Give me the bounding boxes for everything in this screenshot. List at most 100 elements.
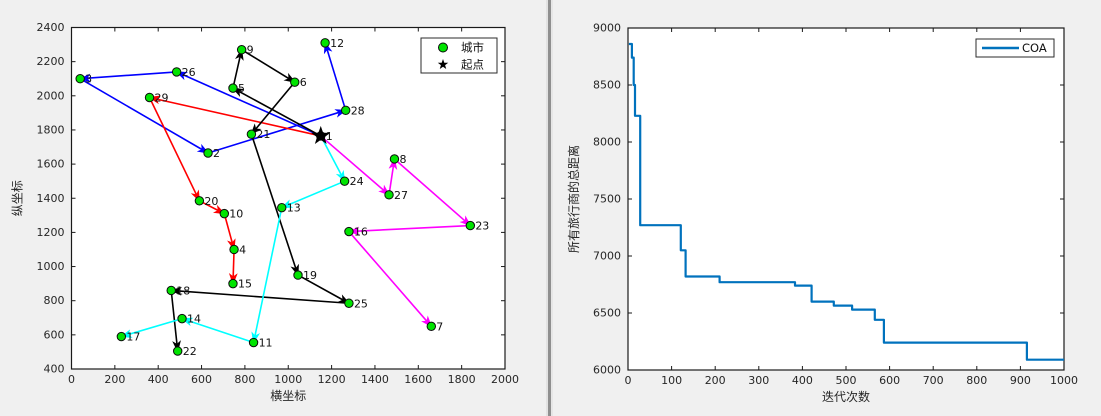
city-label: 16	[354, 226, 368, 239]
city-label: 8	[399, 153, 406, 166]
x-tick-label: 100	[661, 374, 682, 387]
y-tick-label: 1600	[37, 158, 65, 171]
city-label: 6	[300, 76, 307, 89]
route-arrow	[228, 249, 238, 286]
plot-area	[71, 27, 505, 369]
y-tick-label: 1000	[37, 260, 65, 273]
y-tick-label: 800	[44, 294, 65, 307]
x-tick-label: 200	[705, 374, 726, 387]
coa-convergence-line	[628, 42, 1064, 361]
city-marker	[171, 67, 182, 77]
city-label: 7	[436, 320, 443, 333]
city-marker	[277, 202, 287, 213]
x-tick-label: 2000	[491, 373, 519, 386]
route-arrow	[297, 274, 351, 304]
city-label: 22	[183, 345, 197, 358]
city-label: 5	[238, 82, 245, 95]
city-marker	[293, 270, 303, 280]
y-tick-label: 1800	[37, 123, 65, 136]
x-tick-label: 800	[234, 373, 255, 386]
city-label: 10	[229, 208, 243, 221]
city-label: 17	[126, 331, 140, 344]
city-marker	[219, 208, 230, 219]
y-axis-label: 所有旅行商的总距离	[566, 145, 581, 253]
route-arrow	[250, 133, 299, 277]
tsp-route-chart: 0 200 400 600 800 1000 1200 1400 1600 1800 2000400…	[11, 21, 520, 403]
route-arrow	[169, 286, 349, 305]
route-arrow	[320, 135, 391, 196]
city-marker	[246, 129, 257, 139]
route-arrow	[250, 81, 296, 136]
axes-box	[70, 26, 506, 370]
route-arrow	[280, 180, 345, 209]
x-tick-label: 1200	[318, 373, 346, 386]
x-tick-label: 400	[148, 373, 169, 386]
salesman-route	[169, 48, 351, 353]
route-arrow	[180, 317, 254, 344]
x-tick-label: 300	[748, 374, 769, 387]
tsp-route-panel: 0 200 400 600 800 1000 1200 1400 1600 1800 2000 400…	[0, 0, 546, 416]
y-tick-label: 600	[44, 328, 65, 341]
city-marker	[426, 321, 437, 332]
x-tick-label: 600	[191, 373, 212, 386]
legend-city-marker	[438, 42, 448, 53]
y-tick-label: 8000	[593, 136, 621, 149]
route-arrow	[320, 135, 346, 183]
x-tick-label: 700	[923, 374, 944, 387]
city-marker	[144, 92, 155, 103]
city-marker	[177, 313, 187, 324]
route-arrow	[231, 87, 322, 137]
legend-start-label: 起点	[461, 58, 484, 72]
city-marker	[290, 77, 300, 87]
city-marker	[465, 220, 476, 231]
city-marker	[320, 38, 330, 48]
salesman-route	[320, 135, 472, 328]
route-arrow	[148, 97, 201, 203]
y-tick-label: 8500	[593, 79, 621, 92]
city-label: 12	[330, 37, 344, 50]
x-tick-label: 800	[966, 374, 987, 387]
legend-box	[420, 37, 498, 74]
city-marker	[236, 44, 247, 55]
city-marker	[229, 244, 239, 255]
y-tick-label: 6000	[593, 364, 621, 377]
city-label: 4	[239, 243, 246, 256]
convergence-panel: 0 100 200 300 400 500 600 700 800 900 1000 6000 6500…	[553, 0, 1101, 416]
route-arrow	[119, 317, 183, 338]
y-tick-label: 7500	[593, 193, 621, 206]
city-marker	[166, 285, 176, 296]
city-marker	[344, 298, 354, 308]
route-arrow	[388, 157, 398, 195]
city-marker	[248, 337, 259, 348]
panel-separator	[546, 0, 553, 416]
axes-box	[627, 27, 1065, 371]
city-marker	[116, 331, 127, 342]
y-tick-label: 1400	[37, 192, 65, 205]
route-arrow	[148, 95, 321, 137]
city-label: 11	[259, 337, 273, 350]
route-arrow	[78, 71, 177, 83]
city-label: 18	[176, 284, 190, 297]
route-arrow	[393, 158, 472, 227]
y-tick-label: 2000	[37, 89, 65, 102]
x-tick-label: 200	[104, 373, 125, 386]
city-marker	[173, 346, 183, 356]
x-tick-label: 1000	[1050, 374, 1078, 387]
x-tick-label: 1000	[274, 373, 302, 386]
route-arrow	[241, 49, 297, 83]
route-arrow	[232, 48, 244, 89]
x-axis-label: 迭代次数	[822, 389, 870, 404]
city-label: 15	[238, 278, 252, 291]
city-marker	[75, 74, 85, 84]
city-label: 28	[351, 104, 365, 117]
start-star-marker	[311, 125, 331, 145]
x-tick-label: 0	[68, 373, 75, 386]
x-tick-label: 1800	[448, 373, 476, 386]
convergence-chart: 0 100 200 300 400 500 600 700 800 900 1000 6000 6500…	[566, 22, 1078, 405]
city-label: 21	[256, 128, 270, 141]
city-marker	[340, 105, 351, 116]
city-marker	[389, 154, 400, 164]
city-label: 25	[354, 297, 368, 310]
route-arrow	[323, 41, 347, 111]
